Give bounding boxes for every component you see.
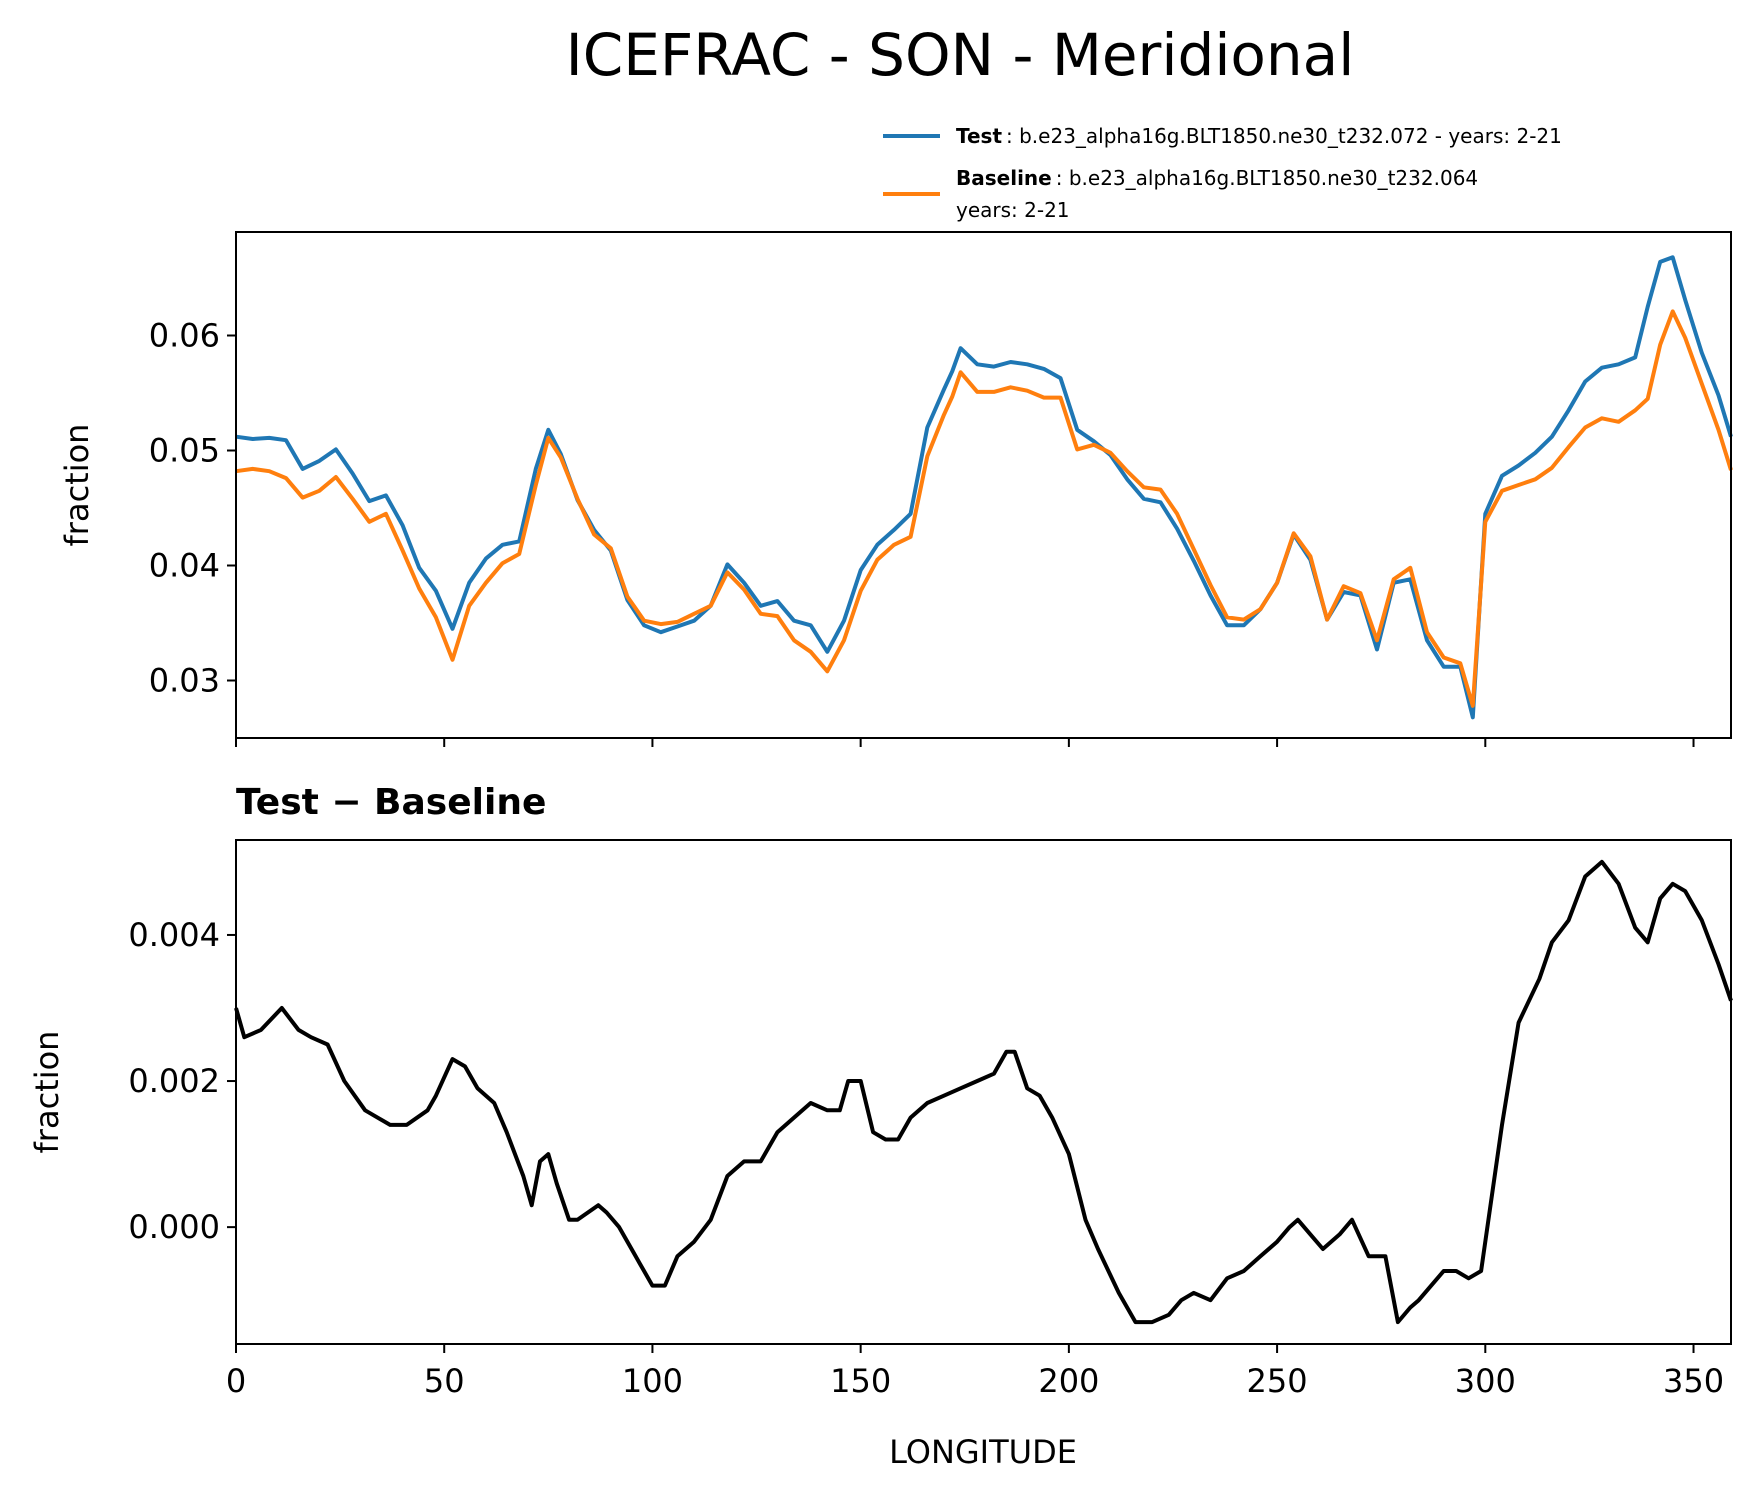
legend-test-label: Test [956,124,1002,148]
legend-baseline-label: Baseline [956,166,1052,190]
difference-series-line [234,859,1733,1325]
legend: Test: b.e23_alpha16g.BLT1850.ne30_t232.0… [883,124,1562,222]
top-y-ticks: 0.03 0.04 0.05 0.06 [149,317,236,700]
x-tick-label: 100 [622,1362,683,1400]
legend-baseline-entry: Baseline: b.e23_alpha16g.BLT1850.ne30_t2… [956,166,1478,190]
x-axis-label: LONGITUDE [889,1433,1077,1471]
x-tick-label: 200 [1038,1362,1099,1400]
test-series-line [235,255,1733,720]
legend-test-entry: Test: b.e23_alpha16g.BLT1850.ne30_t232.0… [956,124,1562,148]
x-tick-label: 300 [1455,1362,1516,1400]
top-y-axis-label: fraction [58,424,96,547]
bottom-axes-frame [235,839,1732,1345]
x-tick-label: 50 [424,1362,465,1400]
bottom-y-ticks: 0.000 0.002 0.004 [128,916,236,1246]
y-tick-label: 0.004 [128,916,220,954]
bottom-y-axis-label: fraction [28,1031,66,1154]
x-tick-label: 350 [1663,1362,1724,1400]
y-tick-label: 0.04 [149,547,220,585]
bottom-panel-title: Test − Baseline [236,782,546,823]
y-tick-label: 0.002 [128,1062,220,1100]
top-series [235,255,1733,720]
legend-test-desc: : b.e23_alpha16g.BLT1850.ne30_t232.072 -… [1006,124,1562,148]
bottom-panel: Test − Baseline 0.000 0.002 0.004 0 50 100 15… [28,782,1733,1471]
top-panel: 0.03 0.04 0.05 0.06 fraction [58,231,1733,747]
bottom-series [234,859,1733,1325]
top-x-ticks [235,738,1695,747]
x-tick-label: 250 [1247,1362,1308,1400]
y-tick-label: 0.06 [149,317,220,355]
baseline-series-line [235,309,1733,708]
chart-title: ICEFRAC - SON - Meridional [566,21,1355,89]
x-tick-label: 0 [226,1362,246,1400]
top-axes-frame [235,231,1732,739]
legend-baseline-desc: : b.e23_alpha16g.BLT1850.ne30_t232.064 [1056,166,1478,190]
y-tick-label: 0.000 [128,1208,220,1246]
y-tick-label: 0.05 [149,432,220,470]
x-tick-label: 150 [830,1362,891,1400]
y-tick-label: 0.03 [149,662,220,700]
bottom-x-ticks: 0 50 100 150 200 250 300 350 [226,1344,1724,1400]
legend-baseline-desc2: years: 2-21 [956,198,1070,222]
